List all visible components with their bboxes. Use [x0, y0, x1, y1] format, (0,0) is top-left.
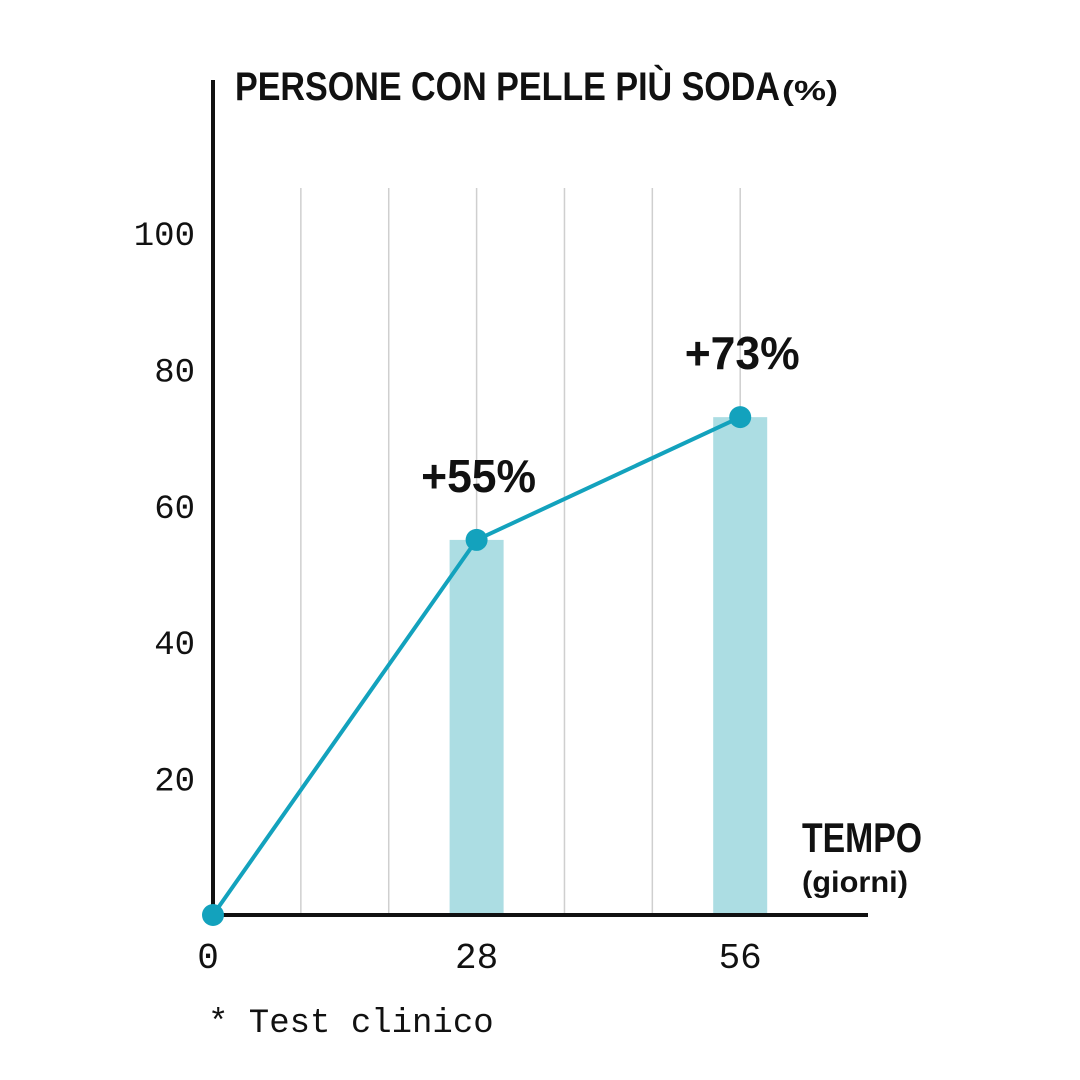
x-tick-label: 0: [197, 938, 219, 979]
point: [465, 528, 488, 551]
y-tick-label: 60: [154, 491, 195, 529]
chart-title: PERSONE CON PELLE PIÙ SODA: [235, 63, 780, 109]
y-tick-label: 100: [134, 218, 195, 256]
x-axis-label: TEMPO: [802, 814, 922, 861]
x-tick-label: 56: [719, 938, 762, 979]
value-label: +55%: [421, 450, 536, 502]
title-unit: (%): [782, 75, 838, 106]
y-tick-label: 80: [154, 354, 195, 392]
x-tick-label: 28: [455, 938, 498, 979]
value-label: +73%: [685, 327, 800, 379]
y-tick-label: 40: [154, 627, 195, 665]
y-tick-label: 20: [154, 764, 195, 802]
point: [202, 904, 224, 926]
x-axis-unit: (giorni): [802, 866, 908, 899]
bar: [449, 539, 504, 915]
footnote: * Test clinico: [208, 1005, 494, 1043]
point: [729, 406, 752, 429]
bar: [713, 417, 768, 915]
